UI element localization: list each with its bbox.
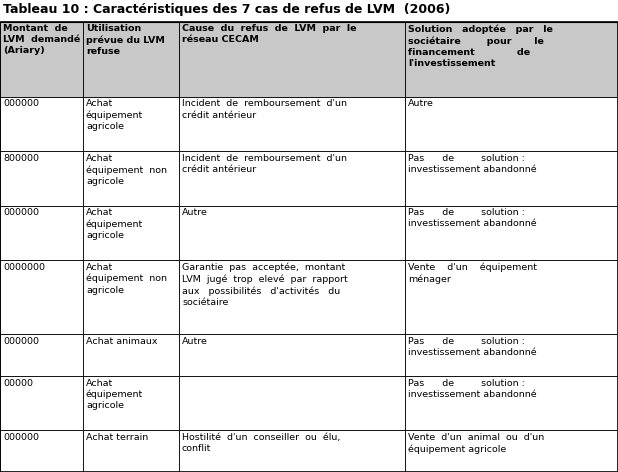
Text: Autre: Autre (182, 208, 208, 217)
Bar (83, 260, 179, 335)
Text: Pas      de         solution :
investissement abandonné: Pas de solution : investissement abandon… (408, 154, 536, 174)
Bar (179, 206, 405, 260)
Text: 000000: 000000 (3, 100, 39, 109)
Bar (405, 206, 618, 260)
Bar (179, 260, 405, 335)
Text: Achat
équipement  non
agricole: Achat équipement non agricole (86, 263, 167, 295)
Text: Incident  de  remboursement  d'un
crédit antérieur: Incident de remboursement d'un crédit an… (182, 100, 347, 119)
Bar (179, 376, 405, 430)
Text: Achat terrain: Achat terrain (86, 433, 148, 442)
Text: Solution   adoptée   par   le
sociétaire        pour       le
financement       : Solution adoptée par le sociétaire pour … (408, 24, 553, 67)
Bar (405, 97, 618, 152)
Bar (0, 152, 83, 206)
Text: Vente  d'un  animal  ou  d'un
équipement agricole: Vente d'un animal ou d'un équipement agr… (408, 433, 544, 454)
Text: Pas      de         solution :
investissement abandonné: Pas de solution : investissement abandon… (408, 208, 536, 228)
Bar (0, 430, 83, 472)
Bar (405, 376, 618, 430)
Bar (0, 376, 83, 430)
Text: Autre: Autre (182, 337, 208, 346)
Bar (405, 335, 618, 376)
Bar (0, 22, 83, 97)
Text: Incident  de  remboursement  d'un
crédit antérieur: Incident de remboursement d'un crédit an… (182, 154, 347, 174)
Text: Autre: Autre (408, 100, 434, 109)
Bar (83, 376, 179, 430)
Bar (405, 430, 618, 472)
Bar (83, 206, 179, 260)
Text: Pas      de         solution :
investissement abandonné: Pas de solution : investissement abandon… (408, 337, 536, 357)
Bar (179, 152, 405, 206)
Text: Garantie  pas  acceptée,  montant
LVM  jugé  trop  elevé  par  rapport
aux   pos: Garantie pas acceptée, montant LVM jugé … (182, 263, 348, 307)
Bar (179, 22, 405, 97)
Bar (0, 260, 83, 335)
Bar (405, 260, 618, 335)
Text: Montant  de
LVM  demandé
(Ariary): Montant de LVM demandé (Ariary) (3, 24, 80, 56)
Text: Achat
équipement  non
agricole: Achat équipement non agricole (86, 154, 167, 186)
Bar (0, 206, 83, 260)
Bar (0, 97, 83, 152)
Text: 0000000: 0000000 (3, 263, 45, 272)
Bar (405, 152, 618, 206)
Text: Utilisation
prévue du LVM
refuse: Utilisation prévue du LVM refuse (86, 24, 165, 56)
Text: Achat
équipement
agricole: Achat équipement agricole (86, 208, 143, 240)
Text: Achat animaux: Achat animaux (86, 337, 158, 346)
Text: Tableau 10 : Caractéristiques des 7 cas de refus de LVM  (2006): Tableau 10 : Caractéristiques des 7 cas … (3, 3, 451, 16)
Bar (83, 152, 179, 206)
Text: Pas      de         solution :
investissement abandonné: Pas de solution : investissement abandon… (408, 379, 536, 399)
Bar (179, 335, 405, 376)
Bar (83, 430, 179, 472)
Text: 00000: 00000 (3, 379, 33, 388)
Bar (179, 430, 405, 472)
Bar (0, 335, 83, 376)
Text: Vente    d'un    équipement
ménager: Vente d'un équipement ménager (408, 263, 537, 284)
Bar (83, 97, 179, 152)
Text: 000000: 000000 (3, 337, 39, 346)
Bar (83, 335, 179, 376)
Text: Hostilité  d'un  conseiller  ou  élu,
conflit: Hostilité d'un conseiller ou élu, confli… (182, 433, 341, 453)
Text: 800000: 800000 (3, 154, 39, 163)
Text: Achat
équipement
agricole: Achat équipement agricole (86, 100, 143, 131)
Text: 000000: 000000 (3, 208, 39, 217)
Text: 000000: 000000 (3, 433, 39, 442)
Bar (179, 97, 405, 152)
Text: Cause  du  refus  de  LVM  par  le
réseau CECAM: Cause du refus de LVM par le réseau CECA… (182, 24, 357, 44)
Text: Achat
équipement
agricole: Achat équipement agricole (86, 379, 143, 410)
Bar (83, 22, 179, 97)
Bar (405, 22, 618, 97)
